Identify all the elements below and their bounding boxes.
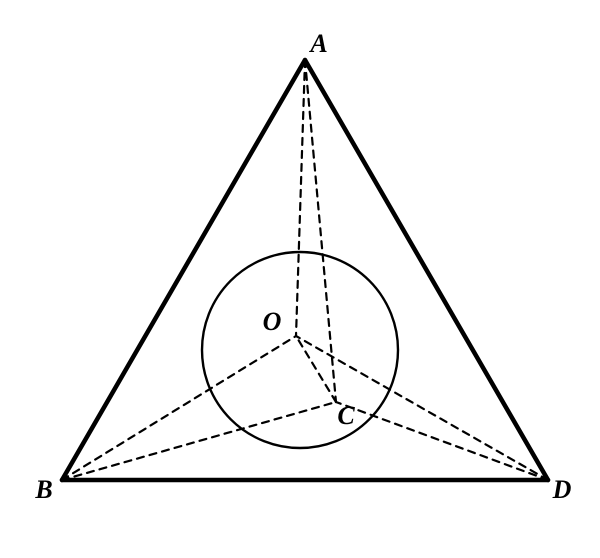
label-D: D	[552, 475, 572, 504]
label-O: O	[263, 307, 282, 336]
edge-D-O	[296, 336, 548, 480]
triangle-outer-edges	[62, 60, 548, 480]
inscribed-sphere	[202, 252, 398, 448]
label-C: C	[337, 401, 355, 430]
edge-A-B	[62, 60, 305, 480]
label-B: B	[34, 475, 52, 504]
tetrahedron-inscribed-sphere-diagram: A B D C O	[0, 0, 600, 558]
internal-dashed-edges	[62, 60, 548, 480]
edge-A-O	[296, 60, 305, 336]
edge-D-C	[336, 402, 548, 480]
edge-B-O	[62, 336, 296, 480]
edge-B-C	[62, 402, 336, 480]
label-A: A	[308, 29, 327, 58]
